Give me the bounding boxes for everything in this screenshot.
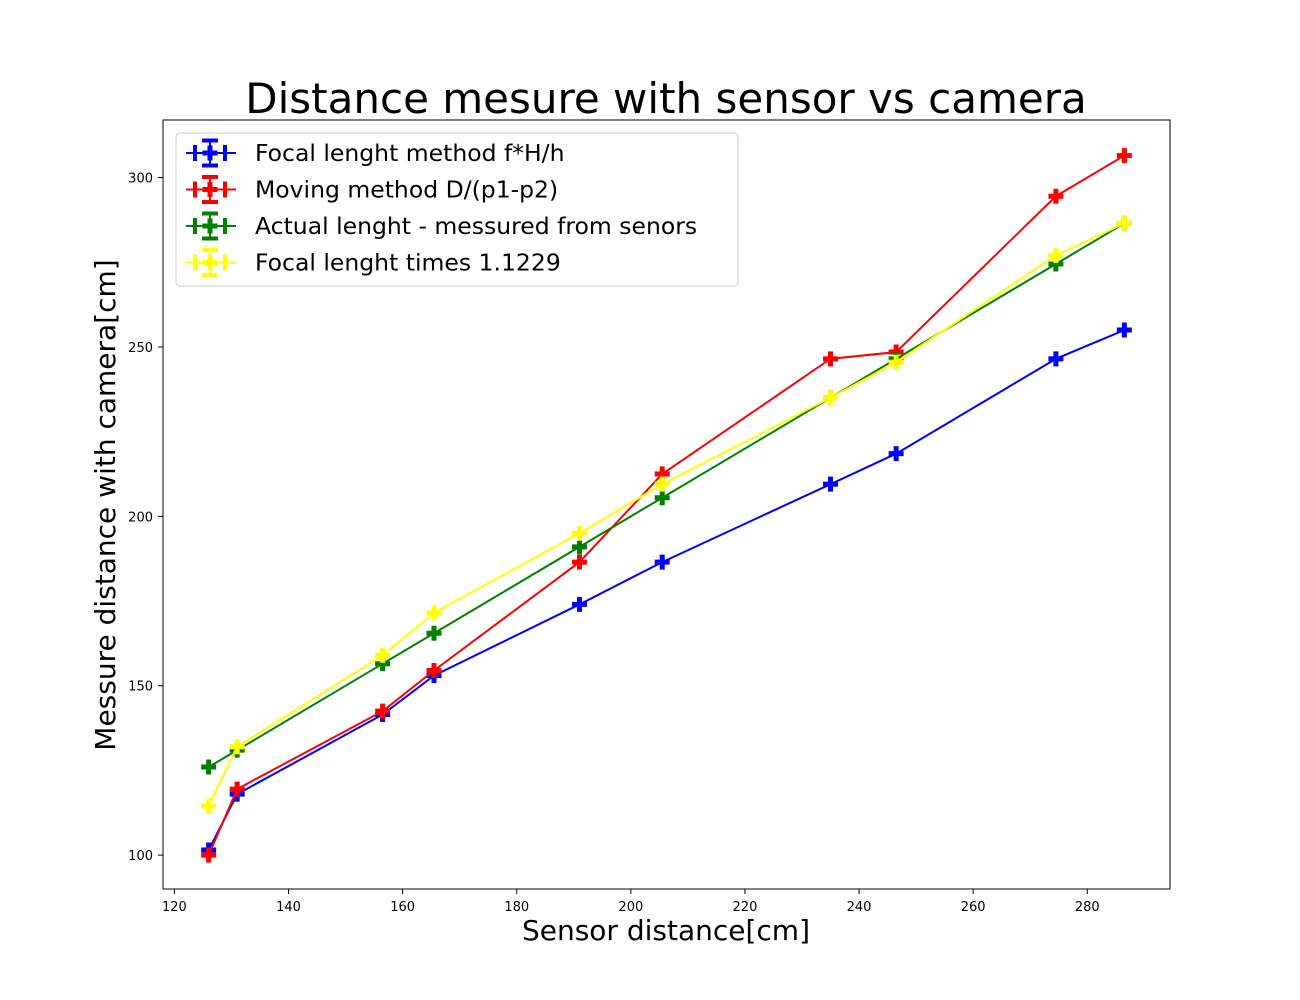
y-tick-label: 300 [128,172,153,187]
legend-label: Focal lenght times 1.1229 [255,249,561,277]
series-line [208,222,1125,768]
x-tick-label: 200 [618,900,643,915]
data-point [888,446,904,462]
data-point [1116,215,1132,231]
legend-box [175,132,739,287]
data-point [375,647,391,663]
legend-cap-bottom [202,273,218,277]
series-line [207,222,1125,807]
legend-marker [202,182,218,197]
legend-cap-right [223,254,227,271]
chart-title: Distance mesure with sensor vs camera [245,74,1086,123]
data-point [571,525,587,541]
data-point [1116,148,1132,164]
x-tick-label: 260 [961,900,986,915]
data-point [1048,248,1064,264]
data-point [201,798,217,814]
data-point [654,490,670,506]
data-point [571,596,587,612]
axes-frame [162,119,1171,890]
legend-cap-bottom [202,236,218,241]
x-tick-label: 280 [1075,900,1100,915]
y-axis: 100 150 200 250 300 [128,172,163,864]
data-point [375,703,391,719]
legend-entry: Actual lenght - messured from senors [186,211,697,241]
legend-marker [202,218,218,234]
data-point [1048,256,1064,272]
legend-cap-right [223,218,227,234]
legend-marker [202,145,218,161]
series-line [207,329,1125,851]
data-point [571,554,587,570]
legend-cap-right [223,145,227,161]
legend-cap-top [202,248,218,252]
data-point [654,466,670,482]
legend-cap-top [202,175,218,179]
data-point [571,539,587,555]
legend-entry: Focal lenght method f*H/h [186,138,564,168]
data-point [201,847,217,863]
legend-cap-left [193,145,197,161]
y-tick-label: 250 [128,341,153,356]
y-axis-title: Messure distance with camera[cm] [89,259,122,750]
x-tick-label: 180 [504,900,529,915]
x-tick-label: 160 [390,900,415,915]
x-tick-label: 240 [847,900,872,915]
y-tick-label: 150 [128,680,153,695]
x-axis-title: Sensor distance[cm] [522,914,810,947]
legend-marker [202,255,218,270]
legend-label: Actual lenght - messured from senors [255,212,697,240]
data-point [1048,351,1064,367]
data-point [201,759,217,775]
data-point [1048,188,1064,204]
data-point [426,662,442,678]
x-tick-label: 140 [276,900,301,915]
series-4 [201,215,1132,814]
x-axis: 120 140 160 180 200 220 240 260 280 [162,889,1100,915]
y-tick-label: 200 [128,510,153,525]
data-point [823,390,839,406]
legend-cap-bottom [202,200,218,204]
legend-cap-left [193,181,197,198]
legend-entry: Moving method D/(p1-p2) [186,175,558,204]
legend-cap-bottom [202,163,218,168]
data-point [654,476,670,492]
y-tick-label: 100 [128,849,153,864]
data-point [654,554,670,570]
series-line [207,154,1125,856]
legend-entry: Focal lenght times 1.1229 [186,248,561,277]
data-point [888,354,904,370]
x-tick-label: 220 [733,900,758,915]
legend-cap-left [193,254,197,271]
legend-label: Focal lenght method f*H/h [255,139,564,167]
legend-cap-right [223,181,227,198]
data-point [229,781,245,797]
data-point [823,476,839,492]
data-point [1116,322,1132,338]
legend-cap-left [193,218,197,234]
legend-cap-top [202,138,218,143]
data-point [426,625,442,641]
legend-cap-top [202,211,218,216]
x-tick-label: 120 [162,900,187,915]
data-point [375,656,391,672]
plot-area: 120 140 160 180 200 220 240 260 280 100 150 200 250 3… [128,119,1171,915]
legend-label: Moving method D/(p1-p2) [255,176,558,204]
data-point [229,739,245,755]
data-point [823,351,839,367]
data-point [426,605,442,621]
legend: Focal lenght method f*H/h Moving method D… [175,132,739,287]
